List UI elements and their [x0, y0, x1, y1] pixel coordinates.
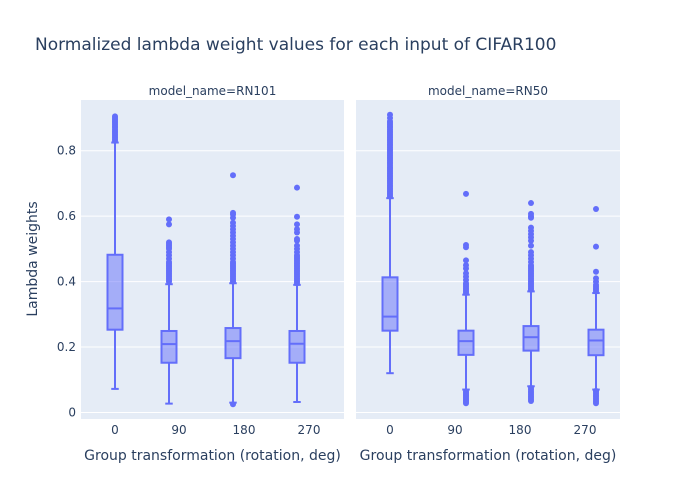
outlier-point — [230, 172, 236, 179]
outlier-point — [166, 239, 172, 246]
box-iqr — [587, 328, 605, 357]
x-tick-label: 270 — [298, 423, 321, 437]
outlier-point — [463, 241, 469, 248]
outlier-point — [294, 226, 300, 233]
outlier-point — [166, 216, 172, 223]
outlier-point — [230, 401, 236, 408]
outlier-point — [593, 275, 599, 282]
outlier-point — [463, 257, 469, 264]
x-axis-label: Group transformation (rotation, deg) — [360, 448, 617, 464]
box-90 — [457, 190, 475, 407]
x-tick-label: 90 — [447, 423, 462, 437]
x-tick-label: 180 — [509, 423, 532, 437]
outlier-point — [593, 268, 599, 275]
outlier-point — [294, 236, 300, 243]
panel-rn101: model_name=RN101 0 90 180 270 Group transform… — [81, 84, 344, 464]
box-iqr — [106, 253, 124, 331]
box-180 — [522, 200, 540, 405]
plot-area — [81, 100, 344, 419]
box-0 — [106, 113, 124, 390]
y-tick-label: 0 — [68, 405, 76, 419]
box-270 — [587, 205, 605, 407]
outlier-point — [463, 270, 469, 277]
y-tick-label: 0.8 — [57, 144, 76, 158]
y-axis-label: Lambda weights — [25, 201, 41, 316]
box-iqr — [457, 329, 475, 356]
panel-title: model_name=RN50 — [428, 84, 548, 98]
chart-title: Normalized lambda weight values for each… — [35, 35, 556, 55]
outlier-point — [593, 205, 599, 212]
outlier-point — [463, 262, 469, 269]
outlier-point — [112, 113, 118, 120]
outlier-point — [463, 388, 469, 395]
outlier-point — [528, 200, 534, 207]
x-tick-label: 0 — [111, 423, 119, 437]
outlier-point — [166, 221, 172, 228]
y-tick-label: 0.4 — [57, 275, 76, 289]
outlier-point — [463, 190, 469, 197]
panel-title: model_name=RN101 — [149, 84, 277, 98]
box-iqr — [288, 329, 306, 364]
y-tick-label: 0.6 — [57, 209, 76, 223]
outlier-point — [528, 224, 534, 231]
x-tick-label: 90 — [171, 423, 186, 437]
x-axis-label: Group transformation (rotation, deg) — [84, 448, 341, 464]
x-tick-label: 0 — [386, 423, 394, 437]
box-270 — [288, 184, 306, 403]
outlier-point — [528, 242, 534, 249]
box-90 — [160, 216, 178, 405]
plot-area — [356, 100, 620, 419]
outlier-point — [230, 209, 236, 216]
box-iqr — [224, 327, 242, 360]
outlier-point — [528, 210, 534, 217]
outlier-point — [593, 387, 599, 394]
outlier-point — [294, 184, 300, 191]
outlier-point — [528, 249, 534, 256]
box-iqr — [522, 325, 540, 352]
outlier-point — [294, 242, 300, 249]
box-iqr — [381, 276, 399, 332]
panels: 0 0.2 0.4 0.6 0.8 model_name=RN101 0 90 180 270 Gr… — [57, 84, 620, 464]
outlier-point — [593, 243, 599, 250]
outlier-point — [528, 384, 534, 391]
outlier-point — [387, 111, 393, 118]
outlier-point — [230, 219, 236, 226]
box-180 — [224, 172, 242, 408]
box-iqr — [160, 329, 178, 364]
x-tick-label: 180 — [233, 423, 256, 437]
x-tick-label: 270 — [574, 423, 597, 437]
outlier-point — [294, 221, 300, 228]
box-0 — [381, 111, 399, 375]
panel-rn50: model_name=RN50 0 90 180 270 Group transforma… — [356, 84, 620, 464]
outlier-point — [294, 213, 300, 220]
y-tick-label: 0.2 — [57, 340, 76, 354]
